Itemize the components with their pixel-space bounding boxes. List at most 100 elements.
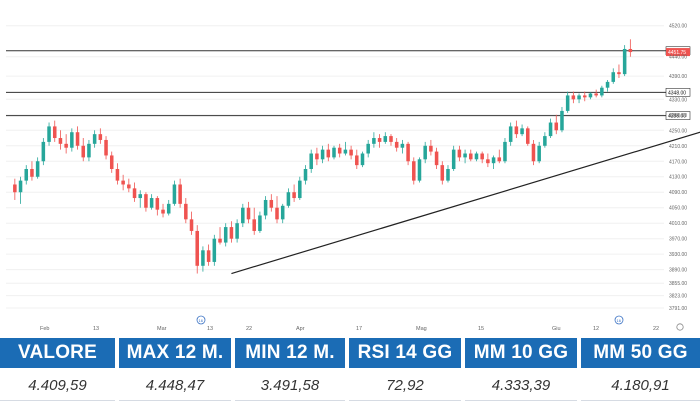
candle-body — [628, 48, 633, 53]
y-tick-label: 3890.00 — [669, 268, 687, 274]
candle-body — [417, 159, 422, 181]
candle-body — [195, 230, 199, 266]
y-tick-label: 4290.00 — [669, 113, 687, 119]
stat-value-min-12m: 3.491,58 — [235, 370, 345, 401]
candle-body — [617, 72, 621, 75]
candle-body — [605, 81, 610, 88]
candle-body — [394, 141, 399, 148]
candle-body — [349, 149, 353, 156]
candle-body — [486, 159, 490, 164]
y-tick-label: 3855.00 — [669, 281, 687, 287]
candle-body — [474, 153, 479, 160]
candle-body — [309, 153, 313, 169]
level-label: 4348.00 — [668, 90, 686, 96]
stat-value-mm-50gg: 4.180,91 — [581, 370, 700, 401]
event-marker — [196, 315, 206, 325]
candle-body — [155, 198, 160, 210]
y-tick-label: 3930.00 — [669, 252, 687, 258]
candle-body — [298, 180, 302, 199]
x-tick-label: Mar — [157, 326, 167, 332]
candle-body — [355, 155, 359, 166]
x-tick-label: Mag — [416, 326, 427, 332]
candle-body — [514, 126, 519, 135]
candle-body — [503, 141, 507, 162]
grid-layer — [6, 25, 664, 309]
x-tick-label: Giu — [552, 326, 561, 332]
y-axis: 4520.00 4440.00 4390.00 4330.00 4290.00 4250.… — [669, 24, 687, 312]
candle-body — [18, 180, 23, 193]
x-tick-label: 13 — [93, 326, 99, 332]
event-marker-label: 16 — [199, 318, 204, 323]
candle-body — [201, 250, 205, 266]
candle-body — [41, 141, 46, 162]
candle-body — [434, 151, 439, 166]
candle-body — [206, 250, 211, 262]
candle-body — [241, 207, 245, 224]
stat-header-max-12m: MAX 12 M. — [119, 338, 231, 368]
last-price-label: 4451.75 — [668, 50, 686, 56]
candle-body — [144, 194, 148, 208]
candle-body — [526, 128, 530, 144]
x-axis: Feb 13 Mar 13 22 Apr 17 Mag 15 Giu 12 22 16 16 — [40, 315, 684, 332]
x-tick-label: 17 — [356, 326, 362, 332]
y-tick-label: 4520.00 — [669, 24, 687, 30]
stat-rsi-14gg: RSI 14 GG 72,92 — [349, 338, 461, 401]
candle-body — [412, 161, 416, 181]
level-tag — [665, 111, 691, 120]
candle-body — [423, 145, 427, 160]
candle-body — [212, 238, 217, 262]
candle-body — [58, 138, 63, 144]
last-price-tag — [666, 48, 690, 57]
stat-header-mm-50gg: MM 50 GG — [581, 338, 700, 368]
candle-body — [13, 184, 17, 193]
level-tag — [665, 88, 691, 97]
y-tick-label: 4390.00 — [669, 74, 687, 80]
candle-body — [121, 180, 125, 185]
candle-body — [383, 136, 388, 142]
candle-body — [223, 227, 228, 243]
y-tick-label: 4330.00 — [669, 97, 687, 103]
stats-table: VALORE 4.409,59 MAX 12 M. 4.448,47 MIN 1… — [0, 338, 700, 401]
level-label: 4288.00 — [668, 114, 686, 120]
candle-body — [457, 149, 462, 158]
candle-body — [315, 153, 319, 160]
stat-value-mm-10gg: 4.333,39 — [465, 370, 577, 401]
y-tick-label: 4010.00 — [669, 221, 687, 227]
candle-body — [280, 205, 285, 220]
candle-body — [252, 219, 256, 231]
candle-body — [70, 132, 74, 148]
candle-body — [480, 153, 484, 160]
y-tick-label: 4090.00 — [669, 190, 687, 196]
candle-body — [161, 209, 165, 214]
y-tick-label: 4170.00 — [669, 159, 687, 165]
stat-valore: VALORE 4.409,59 — [0, 338, 115, 401]
candle-body — [440, 165, 445, 181]
candle-body — [406, 143, 410, 162]
stat-header-min-12m: MIN 12 M. — [235, 338, 345, 368]
candle-body — [594, 93, 598, 96]
y-tick-label: 3970.00 — [669, 237, 687, 243]
settings-icon — [676, 323, 684, 331]
x-tick-label: 12 — [593, 326, 599, 332]
candle-body — [366, 143, 370, 154]
candle-body — [218, 238, 222, 243]
candle-body — [81, 145, 86, 158]
candle-body — [149, 198, 154, 208]
candle-body — [263, 199, 268, 216]
candle-body — [35, 161, 40, 177]
candle-body — [292, 192, 296, 199]
x-tick-label: Apr — [296, 326, 305, 332]
candle-body — [332, 147, 336, 158]
candles-layer — [13, 39, 633, 274]
candle-body — [303, 169, 308, 181]
candle-body — [400, 143, 405, 148]
candle-body — [372, 138, 376, 144]
candle-body — [178, 184, 182, 204]
candle-body — [577, 95, 581, 100]
candle-body — [24, 169, 29, 181]
candle-body — [127, 184, 131, 189]
candle-body — [337, 147, 342, 154]
stat-value-rsi-14gg: 72,92 — [349, 370, 461, 401]
